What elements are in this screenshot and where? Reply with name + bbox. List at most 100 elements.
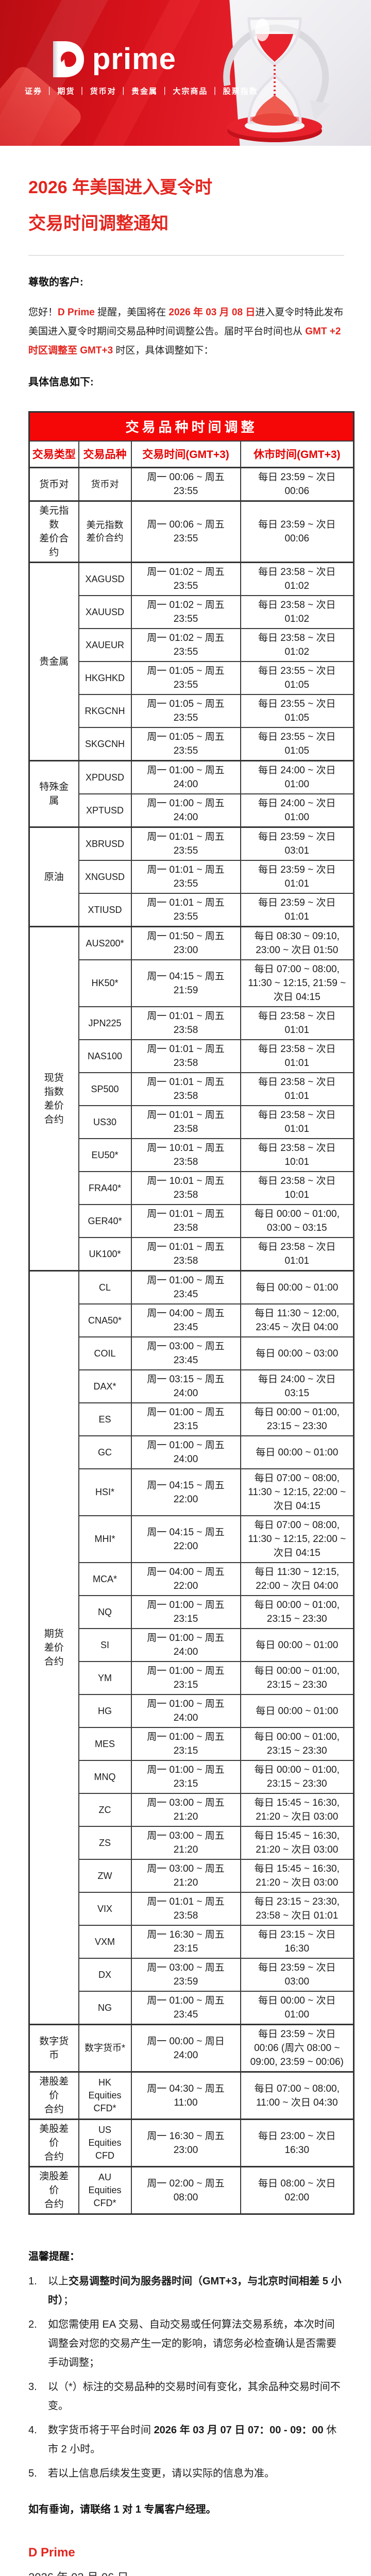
table-row: MNQ 周一 01:00 ~ 周五 23:15 每日 00:00 ~ 01:00, … [29,1760,355,1794]
instrument-cell: 美元指数 差价合约 [78,500,132,563]
instrument-cell: ZS [78,1826,132,1860]
trading-hours-cell: 周一 01:01 ~ 周五 23:58 [130,1006,241,1040]
table-row: US30 周一 01:01 ~ 周五 23:58 每日 23:58 ~ 次日 01:… [29,1105,355,1139]
closed-hours-cell: 每日 23:59 ~ 次日 03:01 [240,826,355,861]
col-header-instrument: 交易品种 [78,440,132,468]
table-row: JPN225 周一 01:01 ~ 周五 23:58 每日 23:58 ~ 次日 0… [29,1006,355,1040]
table-row: NAS100 周一 01:01 ~ 周五 23:58 每日 23:58 ~ 次日 0… [29,1039,355,1073]
instrument-cell: 货币对 [78,467,132,502]
trading-hours-cell: 周一 03:00 ~ 周五 21:20 [130,1793,241,1827]
table-row: VXM 周一 16:30 ~ 周五 23:15 每日 23:15 ~ 次日 16:3… [29,1925,355,1959]
trading-hours-cell: 周一 01:01 ~ 周五 23:58 [130,1204,241,1238]
instrument-cell: HG [78,1694,132,1728]
title-divider [28,255,344,256]
trading-hours-cell: 周一 01:00 ~ 周五 23:15 [130,1661,241,1695]
trading-hours-cell: 周一 03:00 ~ 周五 23:59 [130,1958,241,1992]
trade-type-cell: 特殊金属 [28,760,79,828]
trading-hours-cell: 周一 03:15 ~ 周五 24:00 [130,1369,241,1403]
trade-type-cell: 贵金属 [28,562,79,761]
table-row: DX 周一 03:00 ~ 周五 23:59 每日 23:59 ~ 次日 03:00 [29,1958,355,1992]
trading-hours-cell: 周一 01:00 ~ 周五 24:00 [130,1694,241,1728]
instrument-cell: MHI* [78,1515,132,1563]
table-row: 数字货币 数字货币* 周一 00:00 ~ 周日 24:00 每日 23:59 ~ 次… [28,2024,355,2073]
trading-hours-cell: 周一 01:01 ~ 周五 23:58 [130,1072,241,1106]
closed-hours-cell: 每日 00:00 ~ 01:00 [240,1694,355,1728]
closed-hours-cell: 每日 23:59 ~ 次日 00:06 [240,467,355,502]
instrument-cell: XAUUSD [78,595,132,629]
hourglass-illustration [209,3,343,146]
table-row: ZC 周一 03:00 ~ 周五 21:20 每日 15:45 ~ 16:30, 2… [29,1793,355,1827]
closed-hours-cell: 每日 08:30 ~ 09:10, 23:00 ~ 次日 01:50 [240,926,355,960]
instrument-cell: XPTUSD [78,793,132,828]
instrument-cell: HK50* [78,959,132,1007]
trade-type-cell: 美股差价 合约 [28,2119,79,2167]
instrument-cell: DX [78,1958,132,1992]
plain-text: 您好！ [28,307,58,318]
instrument-cell: VIX [78,1892,132,1926]
signature-date: 2026 年 03 月 06 日 [28,2568,344,2576]
table-row: 美股差价 合约 US Equities CFD 周一 16:30 ~ 周五 23:0… [28,2119,355,2167]
table-row: SI 周一 01:00 ~ 周五 24:00 每日 00:00 ~ 01:00 [29,1628,355,1662]
table-row: GER40* 周一 01:01 ~ 周五 23:58 每日 00:00 ~ 01:0… [29,1204,355,1238]
banner-tagline: 证券 ｜ 期货 ｜ 货币对 ｜ 贵金属 ｜ 大宗商品 ｜ 股票指数 [25,87,258,96]
closed-hours-cell: 每日 23:58 ~ 次日 10:01 [240,1138,355,1172]
closed-hours-cell: 每日 07:00 ~ 08:00, 11:30 ~ 12:15, 21:59 ~… [240,959,355,1007]
dprime-logo-mark [53,41,84,77]
instrument-cell: MES [78,1727,132,1761]
plain-text: 提醒，美国将在 [94,307,169,318]
instrument-cell: JPN225 [78,1006,132,1040]
closed-hours-cell: 每日 23:59 ~ 次日 01:01 [240,860,355,894]
plain-text: 以上 [48,2276,69,2287]
trading-hours-cell: 周一 03:00 ~ 周五 21:20 [130,1859,241,1893]
trading-hours-cell: 周一 00:00 ~ 周日 24:00 [130,2024,241,2073]
closed-hours-cell: 每日 23:55 ~ 次日 01:05 [240,661,355,695]
trading-hours-cell: 周一 03:00 ~ 周五 23:45 [130,1336,241,1370]
instrument-cell: ZW [78,1859,132,1893]
instrument-cell: FRA40* [78,1171,132,1205]
table-row: HK50* 周一 04:15 ~ 周五 21:59 每日 07:00 ~ 08:00… [29,959,355,1007]
trading-hours-cell: 周一 01:01 ~ 周五 23:55 [130,893,241,927]
table-row: VIX 周一 01:01 ~ 周五 23:58 每日 23:15 ~ 23:30, … [29,1892,355,1926]
closed-hours-cell: 每日 11:30 ~ 12:15, 22:00 ~ 次日 04:00 [240,1562,355,1596]
closed-hours-cell: 每日 00:00 ~ 01:00 [240,1628,355,1662]
table-row: EU50* 周一 10:01 ~ 周五 23:58 每日 23:58 ~ 次日 10… [29,1138,355,1172]
trading-hours-cell: 周一 01:05 ~ 周五 23:55 [130,661,241,695]
table-row: MES 周一 01:00 ~ 周五 23:15 每日 00:00 ~ 01:00, … [29,1727,355,1761]
reminder-note: 如您需使用 EA 交易、自动交易或任何算法交易系统，本次时间调整会对您的交易产生… [28,2315,344,2372]
closed-hours-cell: 每日 07:00 ~ 08:00, 11:30 ~ 12:15, 22:00 ~… [240,1515,355,1563]
trading-hours-cell: 周一 01:00 ~ 周五 23:45 [130,1270,241,1304]
closed-hours-cell: 每日 23:15 ~ 次日 16:30 [240,1925,355,1959]
intro-paragraph: 您好！D Prime 提醒，美国将在 2026 年 03 月 08 日进入夏令时… [28,303,344,360]
instrument-cell: SI [78,1628,132,1662]
trading-hours-cell: 周一 04:15 ~ 周五 22:00 [130,1515,241,1563]
table-row: RKGCNH 周一 01:05 ~ 周五 23:55 每日 23:55 ~ 次日 0… [29,694,355,728]
instrument-cell: HSI* [78,1468,132,1516]
instrument-cell: HKGHKD [78,661,132,695]
trading-hours-cell: 周一 01:01 ~ 周五 23:58 [130,1105,241,1139]
highlight-text: D Prime [58,307,95,318]
trading-hours-cell: 周一 01:01 ~ 周五 23:58 [130,1892,241,1926]
table-row: COIL 周一 03:00 ~ 周五 23:45 每日 00:00 ~ 03:00 [29,1336,355,1370]
trading-hours-cell: 周一 16:30 ~ 周五 23:15 [130,1925,241,1959]
closed-hours-cell: 每日 11:30 ~ 12:00, 23:45 ~ 次日 04:00 [240,1303,355,1337]
trading-hours-cell: 周一 01:02 ~ 周五 23:55 [130,562,241,596]
reminder-title: 温馨提醒： [28,2251,80,2262]
table-title: 交易品种时间调整 [28,411,355,442]
trade-type-cell: 数字货币 [28,2024,79,2073]
closed-hours-cell: 每日 00:00 ~ 01:00, 23:15 ~ 23:30 [240,1661,355,1695]
trading-hours-cell: 周一 01:00 ~ 周五 23:15 [130,1760,241,1794]
trading-hours-cell: 周一 01:01 ~ 周五 23:55 [130,826,241,861]
closed-hours-cell: 每日 00:00 ~ 01:00 [240,1435,355,1469]
col-header-trading-hours: 交易时间(GMT+3) [130,440,241,468]
instrument-cell: XAUEUR [78,628,132,662]
instrument-cell: DAX* [78,1369,132,1403]
trading-hours-cell: 周一 10:01 ~ 周五 23:58 [130,1138,241,1172]
trading-hours-cell: 周一 02:00 ~ 周五 08:00 [130,2166,241,2215]
plain-text: 进入夏令时特此发布美国进入夏令时期间交易品种时间调整公告。届时平台时间也从 [28,307,344,337]
table-row: UK100* 周一 01:01 ~ 周五 23:58 每日 23:58 ~ 次日 0… [29,1237,355,1272]
dprime-logo-text: prime [92,42,176,76]
instrument-cell: GC [78,1435,132,1469]
closed-hours-cell: 每日 08:00 ~ 次日 02:00 [240,2166,355,2215]
dprime-logo: prime [49,40,176,78]
